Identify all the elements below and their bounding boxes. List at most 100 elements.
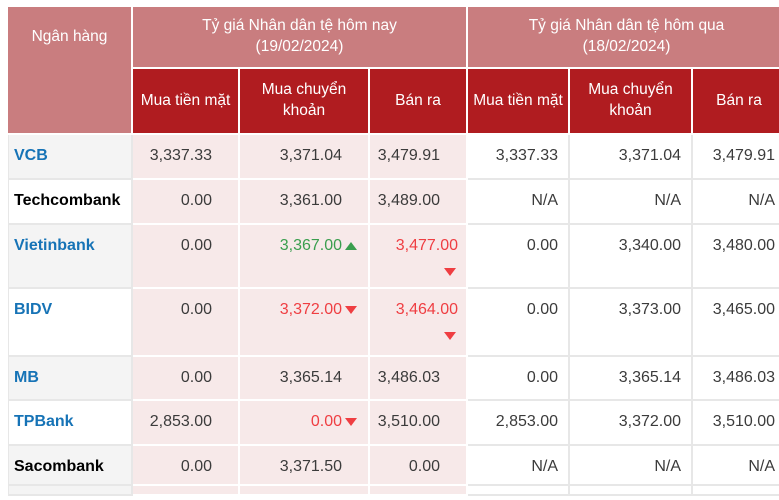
table-row: VCB 3,337.33 3,371.04 3,479.91 3,337.33 3,371… [8, 135, 779, 180]
rate-cell-today: 3,371.50 [240, 446, 370, 486]
rate-cell-yesterday: 3,337.33 [468, 135, 570, 180]
rate-cell-yesterday: 0.00 [468, 225, 570, 289]
rate-cell-yesterday: N/A [570, 446, 693, 486]
rate-cell-yesterday: 3,365.14 [570, 357, 693, 401]
rate-cell-today: 3,371.04 [240, 135, 370, 180]
rate-cell-today: 0.00 [133, 289, 240, 357]
rate-value: 3,365.14 [279, 369, 342, 386]
rate-cell-yesterday: N/A [693, 180, 779, 225]
rate-cell-yesterday: N/A [570, 180, 693, 225]
bank-link[interactable]: MB [14, 369, 39, 386]
arrow-slot [342, 301, 360, 319]
bank-name-cell: VCB [8, 135, 133, 180]
bank-name-cell: Techcombank [8, 180, 133, 225]
rate-value: 3,337.33 [149, 147, 212, 164]
rate-value: 0.00 [180, 301, 212, 318]
bank-link[interactable]: TPBank [14, 413, 74, 430]
rate-cell-today: 0.00 [133, 225, 240, 289]
bank-link[interactable]: BIDV [14, 301, 53, 318]
table-row: TPBank 2,853.00 0.00 3,510.00 2,853.00 3,372.… [8, 401, 779, 446]
rate-value: 3,361.00 [279, 192, 342, 209]
rate-value-line: 3,477.00 [370, 237, 458, 255]
rate-value: N/A [531, 458, 558, 475]
rate-cell-yesterday: N/A [693, 446, 779, 486]
rate-value: 3,371.04 [279, 147, 342, 164]
rate-value: 3,337.33 [495, 147, 558, 164]
rate-cell-today: 0.00 [133, 446, 240, 486]
trend-down-icon [444, 267, 456, 276]
rate-value: 0.00 [408, 458, 440, 475]
exchange-rate-table: Ngân hàng Tỷ giá Nhân dân tệ hôm nay (19… [8, 7, 779, 496]
rate-value: 3,510.00 [712, 413, 776, 430]
rate-value: 3,464.00 [395, 301, 458, 318]
rate-cell-today: 0.00 [370, 446, 468, 486]
rate-value: N/A [531, 192, 558, 209]
rate-value: 3,465.00 [712, 301, 776, 318]
rate-cell-yesterday: 3,510.00 [693, 401, 779, 446]
group-title-today: Tỷ giá Nhân dân tệ hôm nay [202, 17, 397, 35]
bank-link[interactable]: VCB [14, 147, 48, 164]
rate-value: 3,373.00 [618, 301, 681, 318]
trend-down-icon [444, 331, 456, 340]
rate-cell-today: 0.00 [240, 401, 370, 446]
rate-value: 0.00 [526, 301, 558, 318]
rate-value: 2,853.00 [495, 413, 558, 430]
rate-cell-yesterday: N/A [468, 180, 570, 225]
col-header-transfer-buy-yesterday: Mua chuyển khoản [570, 69, 693, 135]
rate-cell-today: 3,479.91 [370, 135, 468, 180]
trend-down-icon [345, 418, 357, 426]
rate-cell-yesterday: 3,371.04 [570, 135, 693, 180]
rate-cell-today: 2,853.00 [133, 401, 240, 446]
bank-label: Sacombank [14, 458, 104, 475]
rate-value: 3,479.91 [712, 147, 776, 164]
arrow-slot [342, 413, 360, 431]
rate-cell-today: 3,337.33 [133, 135, 240, 180]
col-header-transfer-buy-today: Mua chuyển khoản [240, 69, 370, 135]
rate-cell-yesterday: 0.00 [468, 289, 570, 357]
rate-value: 3,486.03 [377, 369, 440, 386]
rate-value: 3,479.91 [377, 147, 440, 164]
partial-cell [370, 486, 468, 496]
trend-up-icon [345, 242, 357, 250]
group-title-yesterday: Tỷ giá Nhân dân tệ hôm qua [528, 17, 725, 35]
partial-cell [8, 486, 133, 496]
trend-arrow-line [370, 267, 458, 276]
rate-value: 3,510.00 [377, 413, 440, 430]
bank-column-header: Ngân hàng [8, 7, 133, 135]
bank-name-cell: TPBank [8, 401, 133, 446]
rate-cell-today: 3,361.00 [240, 180, 370, 225]
rate-cell-today: 3,489.00 [370, 180, 468, 225]
rate-cell-yesterday: 3,486.03 [693, 357, 779, 401]
bank-name-cell: Vietinbank [8, 225, 133, 289]
rate-value: 3,371.50 [279, 458, 342, 475]
rate-cell-yesterday: 3,480.00 [693, 225, 779, 289]
rate-cell-yesterday: 2,853.00 [468, 401, 570, 446]
rate-value: N/A [654, 192, 681, 209]
rate-cell-yesterday: N/A [468, 446, 570, 486]
rate-value: 0.00 [180, 458, 212, 475]
rate-value: 0.00 [526, 237, 558, 254]
col-header-sell-yesterday: Bán ra [693, 69, 779, 135]
sub-header-row: Mua tiền mặt Mua chuyển khoản Bán ra Mua… [8, 69, 779, 135]
rate-value: N/A [748, 192, 776, 209]
trend-arrow-line [370, 331, 458, 340]
rate-cell-today: 0.00 [133, 357, 240, 401]
rate-cell-yesterday: 0.00 [468, 357, 570, 401]
partial-cell [693, 486, 779, 496]
rate-cell-today: 3,477.00 [370, 225, 468, 289]
table-row: Vietinbank 0.00 3,367.00 3,477.00 0.00 3,340.… [8, 225, 779, 289]
rate-cell-today: 3,486.03 [370, 357, 468, 401]
rate-value: 3,365.14 [618, 369, 681, 386]
group-date-yesterday: (18/02/2024) [582, 38, 671, 55]
rate-value: 3,489.00 [377, 192, 440, 209]
rate-value: 0.00 [180, 369, 212, 386]
partial-cell [240, 486, 370, 496]
rate-cell-today: 0.00 [133, 180, 240, 225]
rate-cell-yesterday: 3,373.00 [570, 289, 693, 357]
table-row: Techcombank 0.00 3,361.00 3,489.00 N/A N/A N/A [8, 180, 779, 225]
rate-value-line: 3,464.00 [370, 301, 458, 319]
bank-link[interactable]: Vietinbank [14, 237, 95, 254]
bank-name-cell: MB [8, 357, 133, 401]
table-row: Sacombank 0.00 3,371.50 0.00 N/A N/A N/A [8, 446, 779, 486]
